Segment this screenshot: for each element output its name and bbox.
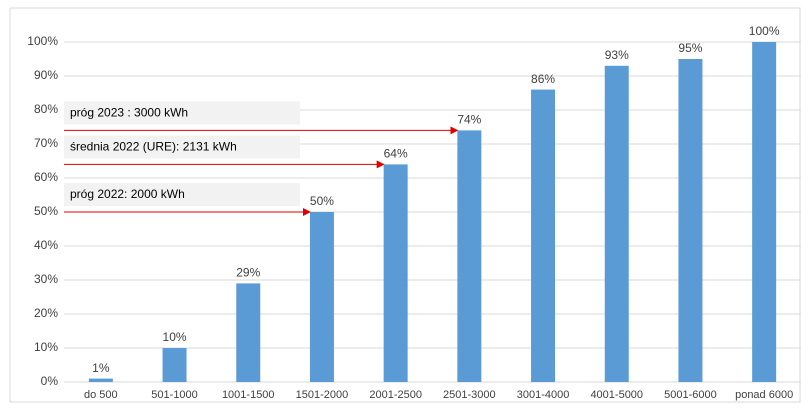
y-tick-label: 70% xyxy=(34,136,58,150)
y-tick-label: 100% xyxy=(27,34,58,48)
y-tick-label: 60% xyxy=(34,170,58,184)
x-tick-label: 501-1000 xyxy=(151,389,198,401)
x-tick-label: 5001-6000 xyxy=(664,389,717,401)
bar xyxy=(383,164,408,382)
x-tick-label: 1001-1500 xyxy=(222,389,275,401)
x-tick-label: 1501-2000 xyxy=(296,389,349,401)
y-tick-label: 40% xyxy=(34,238,58,252)
data-label: 86% xyxy=(531,72,555,86)
data-label: 93% xyxy=(605,48,629,62)
y-tick-label: 80% xyxy=(34,102,58,116)
bar xyxy=(236,283,261,382)
data-label: 100% xyxy=(749,24,780,38)
bar xyxy=(604,65,629,383)
bar xyxy=(678,59,703,382)
data-label: 1% xyxy=(92,361,110,375)
x-tick-label: 3001-4000 xyxy=(517,389,570,401)
chart-frame xyxy=(9,7,801,403)
annotation-box xyxy=(64,135,300,159)
annotation-box xyxy=(64,101,300,125)
y-tick-label: 20% xyxy=(34,306,58,320)
annotation-box xyxy=(64,183,300,206)
x-tick-label: 2001-2500 xyxy=(369,389,422,401)
y-tick-label: 50% xyxy=(34,204,58,218)
bar xyxy=(752,42,777,382)
y-tick-label: 90% xyxy=(34,68,58,82)
bar xyxy=(88,378,113,382)
annotation-text: próg 2022: 2000 kWh xyxy=(70,187,185,201)
data-label: 64% xyxy=(384,147,408,161)
data-label: 29% xyxy=(236,266,260,280)
x-tick-label: 4001-5000 xyxy=(590,389,643,401)
y-tick-label: 10% xyxy=(34,340,58,354)
annotation-text: próg 2023 : 3000 kWh xyxy=(70,106,188,120)
x-tick-label: 2501-3000 xyxy=(443,389,496,401)
data-label: 50% xyxy=(310,194,334,208)
y-tick-label: 0% xyxy=(41,374,59,388)
annotation-text: średnia 2022 (URE): 2131 kWh xyxy=(70,140,237,154)
data-label: 74% xyxy=(457,113,481,127)
bar xyxy=(531,89,556,382)
x-tick-label: do 500 xyxy=(84,389,118,401)
bar xyxy=(309,212,334,382)
x-tick-label: ponad 6000 xyxy=(735,389,793,401)
data-label: 10% xyxy=(163,330,187,344)
y-tick-label: 30% xyxy=(34,272,58,286)
bar xyxy=(162,348,187,382)
bar xyxy=(457,130,482,382)
data-label: 95% xyxy=(678,41,702,55)
